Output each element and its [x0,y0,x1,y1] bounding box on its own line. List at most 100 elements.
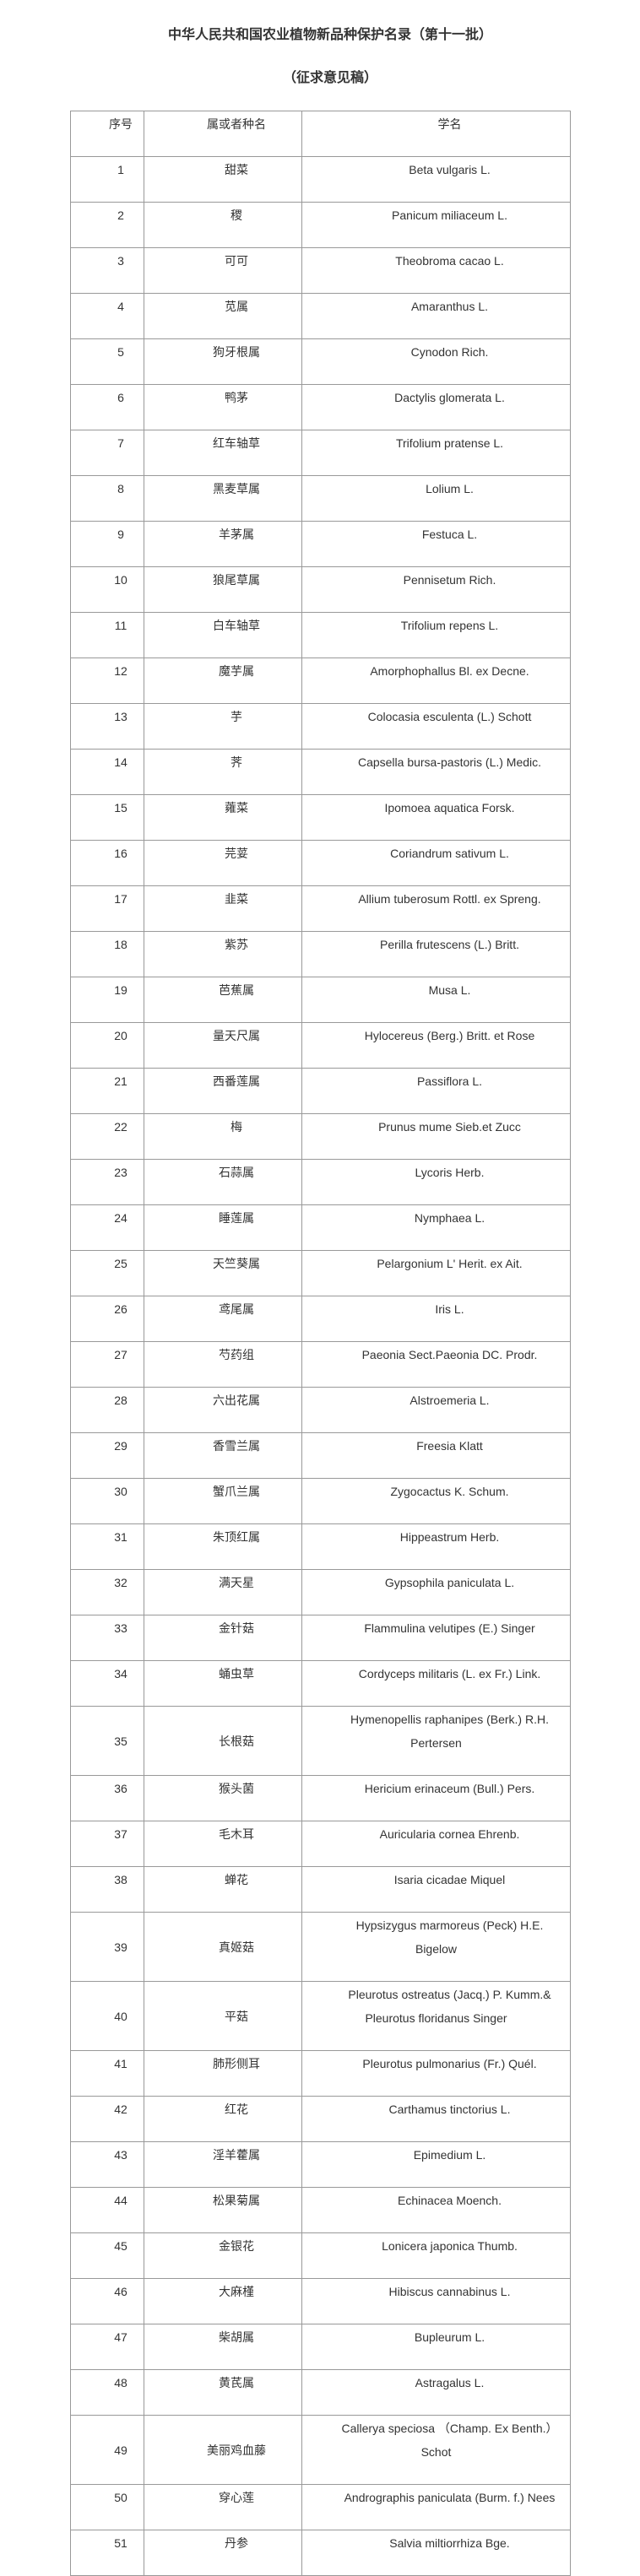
row-genus-species-name: 可可 [144,247,302,294]
row-serial-number: 16 [70,840,144,886]
row-genus-species-name: 金针菇 [144,1615,302,1661]
table-header-row: 序号 属或者种名 学名 [70,111,571,157]
row-serial-number: 27 [70,1341,144,1388]
row-genus-species-name: 梅 [144,1113,302,1160]
row-genus-species-name: 鸢尾属 [144,1296,302,1342]
row-genus-species-name: 甜菜 [144,156,302,203]
header-genus-species-name: 属或者种名 [144,111,302,157]
row-scientific-name: Hypsizygus marmoreus (Peck) H.E. Bigelow [301,1912,571,1982]
row-scientific-name: Alstroemeria L. [301,1387,571,1433]
row-serial-number: 33 [70,1615,144,1661]
table-row: 15 蕹菜 Ipomoea aquatica Forsk. [70,794,571,841]
row-scientific-name: Paeonia Sect.Paeonia DC. Prodr. [301,1341,571,1388]
row-serial-number: 41 [70,2050,144,2097]
row-genus-species-name: 稷 [144,202,302,248]
row-scientific-name: Panicum miliaceum L. [301,202,571,248]
row-scientific-name: Festuca L. [301,521,571,567]
row-scientific-name: Astragalus L. [301,2369,571,2416]
row-serial-number: 44 [70,2187,144,2233]
row-scientific-name: Dactylis glomerata L. [301,384,571,430]
row-scientific-name: Freesia Klatt [301,1432,571,1479]
row-scientific-name: Carthamus tinctorius L. [301,2096,571,2142]
row-scientific-name: Perilla frutescens (L.) Britt. [301,931,571,977]
row-scientific-name: Pennisetum Rich. [301,566,571,613]
row-serial-number: 34 [70,1660,144,1707]
row-genus-species-name: 金银花 [144,2232,302,2279]
row-serial-number: 11 [70,612,144,658]
row-serial-number: 51 [70,2530,144,2576]
variety-list-table: 序号 属或者种名 学名 1 甜菜 Beta vulgaris L. 2 稷 Panicum… [70,111,571,2576]
row-serial-number: 23 [70,1159,144,1205]
row-genus-species-name: 黑麦草属 [144,475,302,522]
row-serial-number: 47 [70,2324,144,2370]
table-row: 47 柴胡属 Bupleurum L. [70,2324,571,2370]
row-genus-species-name: 羊茅属 [144,521,302,567]
table-row: 4 苋属 Amaranthus L. [70,293,571,339]
row-serial-number: 29 [70,1432,144,1479]
row-scientific-name: Isaria cicadae Miquel [301,1866,571,1913]
table-row: 28 六出花属 Alstroemeria L. [70,1387,571,1433]
row-scientific-name: Theobroma cacao L. [301,247,571,294]
row-serial-number: 48 [70,2369,144,2416]
table-row: 14 荠 Capsella bursa-pastoris (L.) Medic. [70,749,571,795]
row-scientific-name: Cynodon Rich. [301,338,571,385]
row-serial-number: 2 [70,202,144,248]
row-scientific-name: Hibiscus cannabinus L. [301,2278,571,2324]
row-scientific-name: Passiflora L. [301,1068,571,1114]
row-genus-species-name: 平菇 [144,1981,302,2051]
row-genus-species-name: 肺形侧耳 [144,2050,302,2097]
row-genus-species-name: 石蒜属 [144,1159,302,1205]
row-scientific-name: Ipomoea aquatica Forsk. [301,794,571,841]
row-scientific-name: Pleurotus ostreatus (Jacq.) P. Kumm.& Pl… [301,1981,571,2051]
row-genus-species-name: 六出花属 [144,1387,302,1433]
row-scientific-name: Zygocactus K. Schum. [301,1478,571,1524]
row-scientific-name: Nymphaea L. [301,1204,571,1251]
document-subtitle: （征求意见稿） [282,71,377,85]
table-row: 26 鸢尾属 Iris L. [70,1296,571,1342]
row-genus-species-name: 淫羊藿属 [144,2141,302,2188]
table-row: 1 甜菜 Beta vulgaris L. [70,156,571,203]
row-serial-number: 20 [70,1022,144,1069]
row-serial-number: 22 [70,1113,144,1160]
row-scientific-name: Musa L. [301,977,571,1023]
row-scientific-name: Lonicera japonica Thumb. [301,2232,571,2279]
row-scientific-name: Epimedium L. [301,2141,571,2188]
row-genus-species-name: 芭蕉属 [144,977,302,1023]
row-genus-species-name: 丹参 [144,2530,302,2576]
row-genus-species-name: 松果菊属 [144,2187,302,2233]
row-serial-number: 24 [70,1204,144,1251]
row-scientific-name: Pleurotus pulmonarius (Fr.) Quél. [301,2050,571,2097]
row-genus-species-name: 蟹爪兰属 [144,1478,302,1524]
row-genus-species-name: 大麻槿 [144,2278,302,2324]
row-scientific-name: Cordyceps militaris (L. ex Fr.) Link. [301,1660,571,1707]
row-genus-species-name: 白车轴草 [144,612,302,658]
row-serial-number: 14 [70,749,144,795]
row-serial-number: 49 [70,2415,144,2485]
table-row: 10 狼尾草属 Pennisetum Rich. [70,566,571,613]
table-row: 49 美丽鸡血藤 Callerya speciosa （Champ. Ex Bent… [70,2415,571,2485]
row-genus-species-name: 蛹虫草 [144,1660,302,1707]
row-genus-species-name: 毛木耳 [144,1821,302,1867]
row-serial-number: 38 [70,1866,144,1913]
table-row: 33 金针菇 Flammulina velutipes (E.) Singer [70,1615,571,1661]
row-scientific-name: Coriandrum sativum L. [301,840,571,886]
row-serial-number: 35 [70,1706,144,1776]
row-scientific-name: Hippeastrum Herb. [301,1523,571,1570]
table-row: 45 金银花 Lonicera japonica Thumb. [70,2232,571,2279]
table-row: 9 羊茅属 Festuca L. [70,521,571,567]
row-serial-number: 10 [70,566,144,613]
table-row: 2 稷 Panicum miliaceum L. [70,202,571,248]
row-scientific-name: Echinacea Moench. [301,2187,571,2233]
row-scientific-name: Trifolium repens L. [301,612,571,658]
row-scientific-name: Beta vulgaris L. [301,156,571,203]
row-serial-number: 3 [70,247,144,294]
row-serial-number: 5 [70,338,144,385]
row-genus-species-name: 穿心莲 [144,2484,302,2530]
table-row: 21 西番莲属 Passiflora L. [70,1068,571,1114]
table-row: 11 白车轴草 Trifolium repens L. [70,612,571,658]
row-scientific-name: Allium tuberosum Rottl. ex Spreng. [301,885,571,932]
row-serial-number: 17 [70,885,144,932]
row-serial-number: 15 [70,794,144,841]
header-scientific-name: 学名 [301,111,571,157]
row-scientific-name: Capsella bursa-pastoris (L.) Medic. [301,749,571,795]
